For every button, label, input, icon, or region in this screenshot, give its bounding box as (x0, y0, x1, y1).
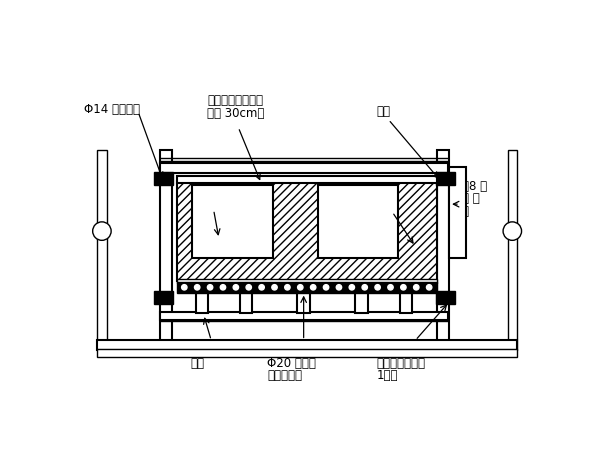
Bar (154, 291, 173, 304)
Circle shape (233, 284, 239, 290)
Bar (160, 162, 448, 173)
Circle shape (362, 284, 367, 290)
Text: 侧模: 侧模 (377, 105, 391, 118)
Circle shape (412, 283, 421, 292)
Circle shape (413, 284, 419, 290)
Bar (400, 290, 412, 314)
Circle shape (296, 283, 305, 292)
Circle shape (360, 283, 370, 292)
Bar (437, 150, 449, 351)
Circle shape (182, 284, 187, 290)
Circle shape (310, 284, 316, 290)
Circle shape (308, 283, 318, 292)
Circle shape (399, 283, 408, 292)
Circle shape (193, 283, 202, 292)
Circle shape (425, 283, 434, 292)
Bar (160, 312, 448, 320)
Circle shape (246, 284, 251, 290)
Bar (317, 185, 398, 258)
Bar (196, 290, 208, 314)
Circle shape (401, 284, 406, 290)
Bar (298, 290, 310, 314)
Bar (154, 172, 173, 185)
Bar (97, 340, 517, 351)
Circle shape (205, 283, 215, 292)
Circle shape (244, 283, 253, 292)
Circle shape (373, 283, 382, 292)
Circle shape (194, 284, 200, 290)
Circle shape (388, 284, 393, 290)
Bar (97, 150, 107, 351)
Circle shape (92, 222, 111, 240)
Circle shape (322, 283, 331, 292)
Text: Φ20 螺纹锂: Φ20 螺纹锂 (268, 357, 316, 370)
Bar (160, 150, 172, 351)
Circle shape (386, 283, 395, 292)
Circle shape (323, 284, 329, 290)
Text: 筋底模骨架: 筋底模骨架 (268, 369, 302, 382)
Circle shape (208, 284, 213, 290)
Bar (508, 150, 517, 351)
Text: 操作平台（宽度: 操作平台（宽度 (377, 357, 426, 370)
Circle shape (270, 283, 279, 292)
Circle shape (285, 284, 290, 290)
Bar (240, 290, 252, 314)
Text: 锂 横: 锂 横 (461, 192, 479, 205)
Bar (176, 282, 437, 292)
Bar (436, 172, 455, 185)
Circle shape (334, 283, 344, 292)
Bar (436, 291, 455, 304)
Circle shape (347, 283, 356, 292)
Bar (97, 349, 517, 357)
Bar (176, 279, 437, 284)
Bar (176, 176, 437, 183)
Circle shape (179, 283, 189, 292)
Text: 第一次浇筑层（顶: 第一次浇筑层（顶 (208, 94, 263, 107)
Text: 板底 30cm）: 板底 30cm） (208, 107, 265, 120)
Circle shape (427, 284, 432, 290)
Circle shape (375, 284, 380, 290)
Bar (176, 181, 437, 281)
Text: 〖8 槽: 〖8 槽 (461, 180, 487, 193)
Circle shape (336, 284, 341, 290)
Bar (192, 185, 273, 258)
Circle shape (259, 284, 265, 290)
Circle shape (298, 284, 303, 290)
Text: Φ14 对拉螺杆: Φ14 对拉螺杆 (84, 103, 140, 116)
Text: 1米）: 1米） (377, 369, 398, 382)
Circle shape (220, 284, 226, 290)
Text: 顶托: 顶托 (190, 357, 205, 370)
Circle shape (503, 222, 521, 240)
Circle shape (272, 284, 277, 290)
Circle shape (257, 283, 266, 292)
Circle shape (283, 283, 292, 292)
Bar (355, 290, 368, 314)
Bar (449, 167, 466, 258)
Circle shape (349, 284, 355, 290)
Text: 架: 架 (461, 205, 469, 218)
Circle shape (218, 283, 227, 292)
Circle shape (231, 283, 241, 292)
